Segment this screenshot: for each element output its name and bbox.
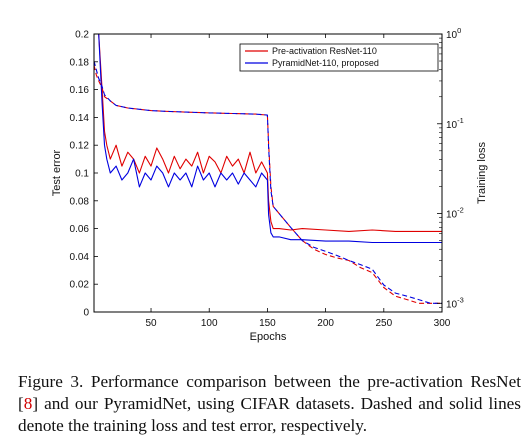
caption-text-end: ] and our PyramidNet, using CIFAR datase… (18, 394, 521, 435)
y-right-tick-label: 10-3 (446, 295, 464, 310)
y-left-tick-label: 0.14 (70, 113, 90, 124)
y-right-tick-label: 100 (446, 26, 461, 41)
x-axis-title: Epochs (250, 331, 287, 343)
y-left-tick-label: 0 (83, 308, 89, 319)
y-left-tick-label: 0.1 (75, 169, 89, 180)
series-line-pre-activation-resnet-110-training-loss (94, 64, 442, 304)
legend-box (239, 43, 439, 72)
y-left-tick-label: 0.02 (70, 280, 90, 291)
series-line-pyramidnet-110-proposed-training-loss (94, 60, 442, 304)
y-left-tick-label: 0.08 (70, 196, 90, 207)
y-axis-left-title: Test error (51, 149, 63, 196)
y-left-tick-label: 0.18 (70, 57, 90, 68)
y-right-tick-label: 10-2 (446, 206, 464, 221)
y-left-tick-label: 0.12 (70, 141, 90, 152)
y-right-tick-label: 10-1 (446, 116, 464, 131)
y-axis-right-title: Training loss (476, 142, 488, 204)
chart: 50 100 150 200 250 300 0 0.02 0.04 0.06 0.08 0.1 0.1… (51, 26, 488, 343)
x-tick-label: 150 (259, 318, 276, 329)
y-left-tick-label: 0.2 (75, 30, 89, 41)
x-tick-label: 50 (145, 318, 157, 329)
figure: 50 100 150 200 250 300 0 0.02 0.04 0.06 0.08 0.1 0.1… (51, 26, 488, 343)
legend-label-pyramidnet: PyramidNet-110, proposed (272, 58, 379, 68)
figure-caption: Figure 3. Performance comparison between… (18, 371, 521, 437)
caption-text-start: Figure 3. Performance comparison between… (18, 372, 521, 413)
y-left-tick-label: 0.06 (70, 224, 90, 235)
legend-label-resnet: Pre-activation ResNet-110 (272, 46, 377, 56)
series-line-pre-activation-resnet-110-test-error (96, 34, 442, 232)
legend: Pre-activation ResNet-110 PyramidNet-110… (239, 43, 439, 72)
x-tick-label: 100 (201, 318, 218, 329)
y-left-tick-label: 0.16 (70, 85, 90, 96)
series-line-pyramidnet-110-proposed-test-error (96, 34, 442, 244)
x-tick-label: 250 (375, 318, 392, 329)
y-left-tick-label: 0.04 (70, 252, 90, 263)
x-tick-label: 200 (317, 318, 334, 329)
citation-link[interactable]: 8 (23, 394, 33, 413)
x-tick-label: 300 (434, 318, 451, 329)
